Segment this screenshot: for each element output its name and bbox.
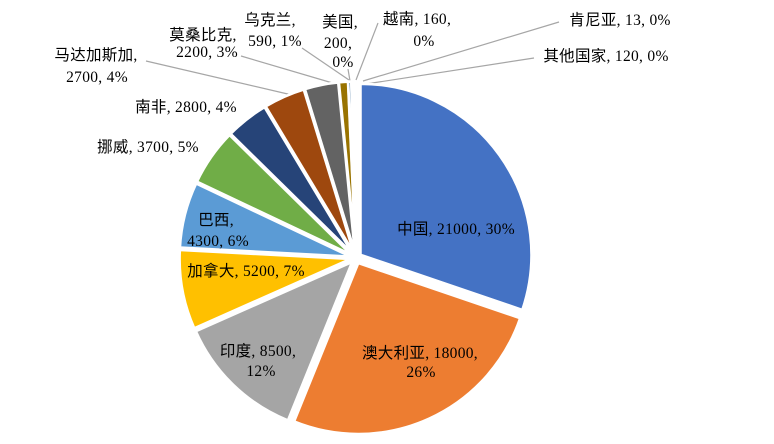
slice-label-usa-line1: 美国, (322, 13, 358, 31)
pie-slice-south-africa (229, 105, 354, 255)
slice-label-usa-line3: 0% (332, 54, 353, 71)
leader-line-kenya (362, 21, 560, 82)
pie-slice-norway (195, 133, 353, 257)
slice-label-ukraine-line2: 590, 1% (248, 33, 302, 50)
slice-label-vietnam-line1: 越南, 160, (383, 10, 451, 28)
leader-line-ukraine (301, 47, 350, 81)
slice-label-madagascar-line2: 2700, 4% (66, 69, 128, 86)
leader-line-madagascar (145, 60, 293, 96)
slice-label-australia-line2: 26% (406, 364, 435, 381)
pie-slice-australia (292, 261, 522, 436)
slice-label-south-africa-line1: 南非, 2800, 4% (135, 98, 237, 116)
slice-label-india-line1: 印度, 8500, (220, 342, 296, 360)
leader-line-mozambique (240, 55, 337, 85)
leader-line-usa (347, 68, 351, 82)
slice-label-kenya-line1: 肯尼亚, 13, 0% (569, 11, 670, 29)
slice-label-brazil-line2: 4300, 6% (187, 233, 249, 250)
leader-line-vietnam (355, 22, 379, 81)
slice-label-australia-line1: 澳大利亚, 18000, (362, 344, 478, 362)
pie-slice-brazil (178, 182, 352, 258)
slice-label-vietnam-line2: 0% (413, 33, 434, 50)
slice-label-china-line1: 中国, 21000, 30% (397, 220, 515, 238)
pie-slice-china (359, 82, 533, 312)
slice-label-mozambique-line1: 莫桑比克, (169, 26, 236, 44)
slice-label-canada-line1: 加拿大, 5200, 7% (187, 261, 305, 280)
slice-label-norway-line1: 挪威, 3700, 5% (97, 138, 199, 156)
slice-label-india-line2: 12% (246, 363, 275, 380)
slice-label-madagascar-line1: 马达加斯加, (54, 46, 137, 64)
slice-label-ukraine-line1: 乌克兰, (244, 11, 296, 29)
slice-label-others-line1: 其他国家, 120, 0% (543, 47, 668, 65)
leader-line-others (365, 57, 535, 85)
slice-label-mozambique-line2: 2200, 3% (176, 44, 238, 61)
slice-label-brazil-line1: 巴西, (198, 212, 234, 229)
slice-label-usa-line2: 200, (324, 35, 352, 52)
pie-slice-canada (178, 248, 352, 330)
pie-slice-india (194, 260, 354, 422)
pie-slice-others (352, 80, 358, 254)
